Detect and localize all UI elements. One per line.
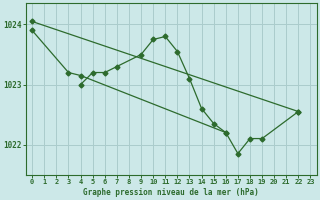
X-axis label: Graphe pression niveau de la mer (hPa): Graphe pression niveau de la mer (hPa) bbox=[84, 188, 259, 197]
